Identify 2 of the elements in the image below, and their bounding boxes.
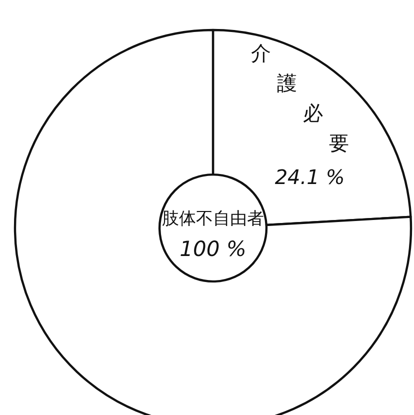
annotation: 肢体不自由者 (162, 209, 264, 229)
annotation: 100 % (180, 237, 246, 261)
